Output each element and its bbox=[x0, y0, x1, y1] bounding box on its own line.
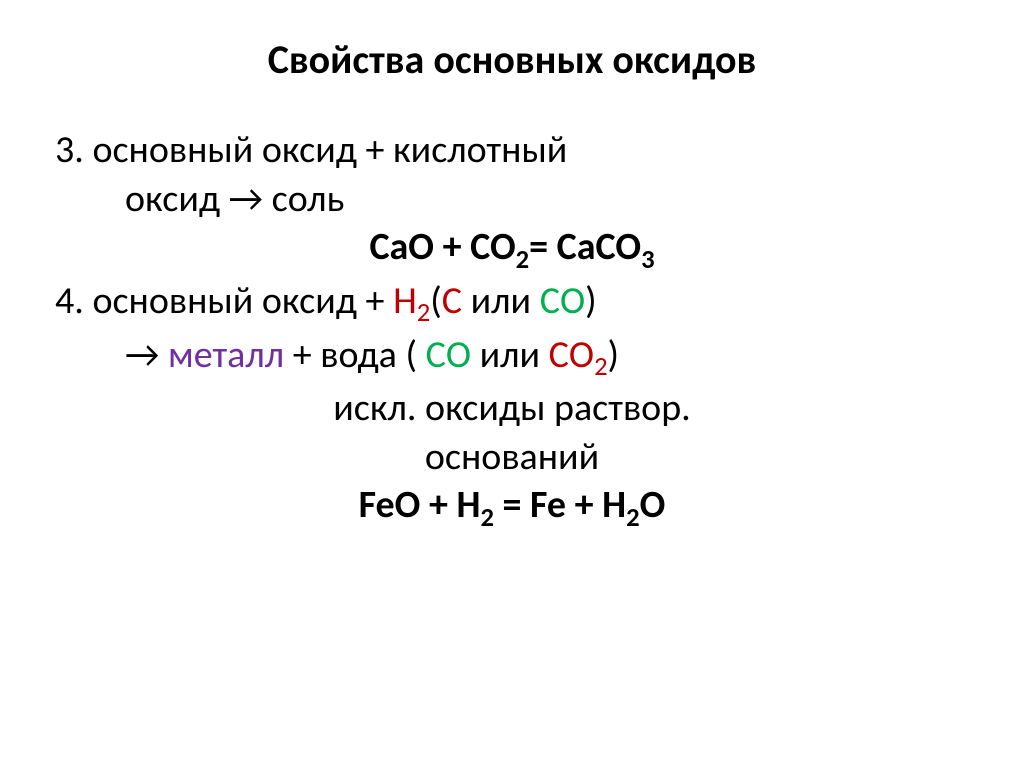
text-or2: или bbox=[471, 332, 549, 378]
eq2-p1: FeO + H bbox=[359, 482, 481, 528]
eq1-part2: = CaCO bbox=[529, 224, 641, 270]
equation-1: CaO + CO2= CaCO3 bbox=[55, 223, 969, 277]
exception-line-1: искл. оксиды раствор. bbox=[55, 384, 969, 433]
eq1-sub1: 2 bbox=[516, 244, 529, 276]
eq1-part1: CaO + CO bbox=[369, 224, 515, 270]
eq2-p3: = Fe + H bbox=[494, 482, 626, 528]
text-paren-open: ( bbox=[430, 278, 442, 324]
property-4-line-a: 4. основный оксид + H2(С или СО) bbox=[55, 277, 969, 331]
arrow-icon: → bbox=[220, 176, 263, 222]
text-salt: соль bbox=[263, 176, 344, 222]
eq2-p5: O bbox=[640, 482, 666, 528]
text-oxide: оксид bbox=[125, 176, 220, 222]
property-3-line-a: 3. основный оксид + кислотный bbox=[55, 126, 969, 175]
eq2-sub1: 2 bbox=[480, 502, 493, 534]
text-end: ) bbox=[608, 332, 620, 378]
property-4-line-b: → металл + вода ( СО или СО2) bbox=[55, 331, 969, 385]
text-water: + вода ( bbox=[284, 332, 425, 378]
property-3-line-b: оксид → соль bbox=[55, 175, 969, 224]
text-h2-a: H bbox=[393, 278, 417, 324]
text-co2a: СО bbox=[549, 332, 594, 378]
arrow-icon: → bbox=[125, 332, 159, 378]
text-co-2: СО bbox=[426, 332, 471, 378]
text-paren-close: ) bbox=[585, 278, 597, 324]
eq1-sub2: 3 bbox=[641, 244, 654, 276]
eq2-sub2: 2 bbox=[626, 502, 639, 534]
text-metal: металл bbox=[168, 332, 284, 378]
text-4-prefix: 4. основный оксид + bbox=[55, 278, 393, 324]
text-co2b: 2 bbox=[594, 351, 607, 383]
text-h2-b: 2 bbox=[417, 297, 430, 329]
text-co: СО bbox=[540, 278, 585, 324]
equation-2: FeO + H2 = Fe + H2O bbox=[55, 481, 969, 535]
text-or1: или bbox=[462, 278, 540, 324]
text-c: С bbox=[442, 278, 462, 324]
slide-title: Свойства основных оксидов bbox=[55, 35, 969, 84]
exception-line-2: оснований bbox=[55, 433, 969, 482]
space bbox=[159, 332, 168, 378]
